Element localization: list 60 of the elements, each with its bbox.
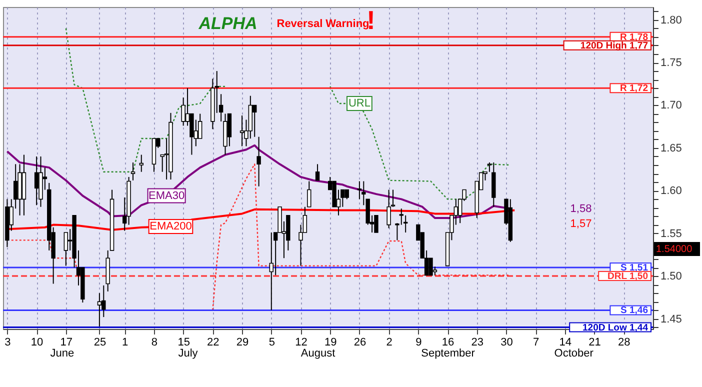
y-tick-label: 1.80 [660,14,682,26]
x-tick-label: 22 [207,336,220,348]
x2-tick-label: June [50,348,74,360]
x-tick-label: 1 [122,336,128,348]
candlestick [256,136,261,187]
x-tick-label: 3 [4,336,11,348]
x-tick-label: 29 [236,336,249,348]
candlestick [34,156,39,206]
x-tick-label: 21 [588,336,601,348]
x-tick-label: 15 [178,336,190,348]
annotation: 1,57 [570,218,592,230]
candlestick [130,162,136,181]
x-tick-label: 8 [151,336,158,348]
candlestick [139,154,144,172]
x-tick-label: 5 [268,336,275,348]
candlestick [269,232,274,311]
candlestick [240,114,244,147]
x-tick-label: 10 [30,336,44,348]
y-tick-label: 1.55 [660,228,682,240]
x-tick-label: 12 [295,336,308,348]
annotation: 1,58 [570,203,592,215]
x-tick-label: 9 [416,336,422,348]
y-tick-label: 1.70 [660,100,682,112]
ref-line-label: R 1,72 [620,83,648,94]
x-tick-label: 17 [60,336,73,348]
x-tick-label: 7 [533,336,540,348]
candlestick [315,164,320,181]
annotation: Reversal Warning [276,18,370,30]
candlestick [344,189,349,200]
text: 1.54000 [656,244,693,255]
candlestick [386,189,391,229]
x2-tick-label: July [178,348,198,360]
ref-line-label: S 1,46 [620,305,648,316]
ref-line-label: S 1,51 [620,262,649,274]
x-tick-label: 26 [354,336,366,348]
x2-tick-label: August [300,348,336,360]
candlestick [374,215,378,233]
x-tick-label: 14 [559,336,572,348]
x-tick-label: 30 [500,336,513,348]
x2-tick-label: October [554,348,594,360]
annotation: ALPHA [198,14,258,33]
x-tick-label: 28 [618,336,630,348]
y-tick-label: 1.65 [660,142,682,154]
y-tick-label: 1.50 [660,270,682,283]
x2-tick-label: September [421,348,476,360]
ref-line-label: R 1,78 [620,32,648,43]
ref-line-label: 120D High 1,77 [580,40,648,52]
y-tick-label: 1.75 [660,57,682,70]
x-tick-label: 25 [94,336,106,348]
x-tick-label: 23 [471,336,484,348]
ref-line-label: DRL 1,50 [608,271,648,282]
y-tick-label: 1.45 [660,313,682,326]
y-tick-label: 1.60 [660,185,682,198]
candlestick [252,104,257,138]
x-tick-label: 2 [386,336,392,348]
ref-line-label: 120D Low 1,44 [582,322,649,334]
candlestick [428,258,433,276]
candlestick [97,292,102,327]
x-tick-label: 16 [442,336,454,348]
x-tick-label: 19 [324,336,337,348]
